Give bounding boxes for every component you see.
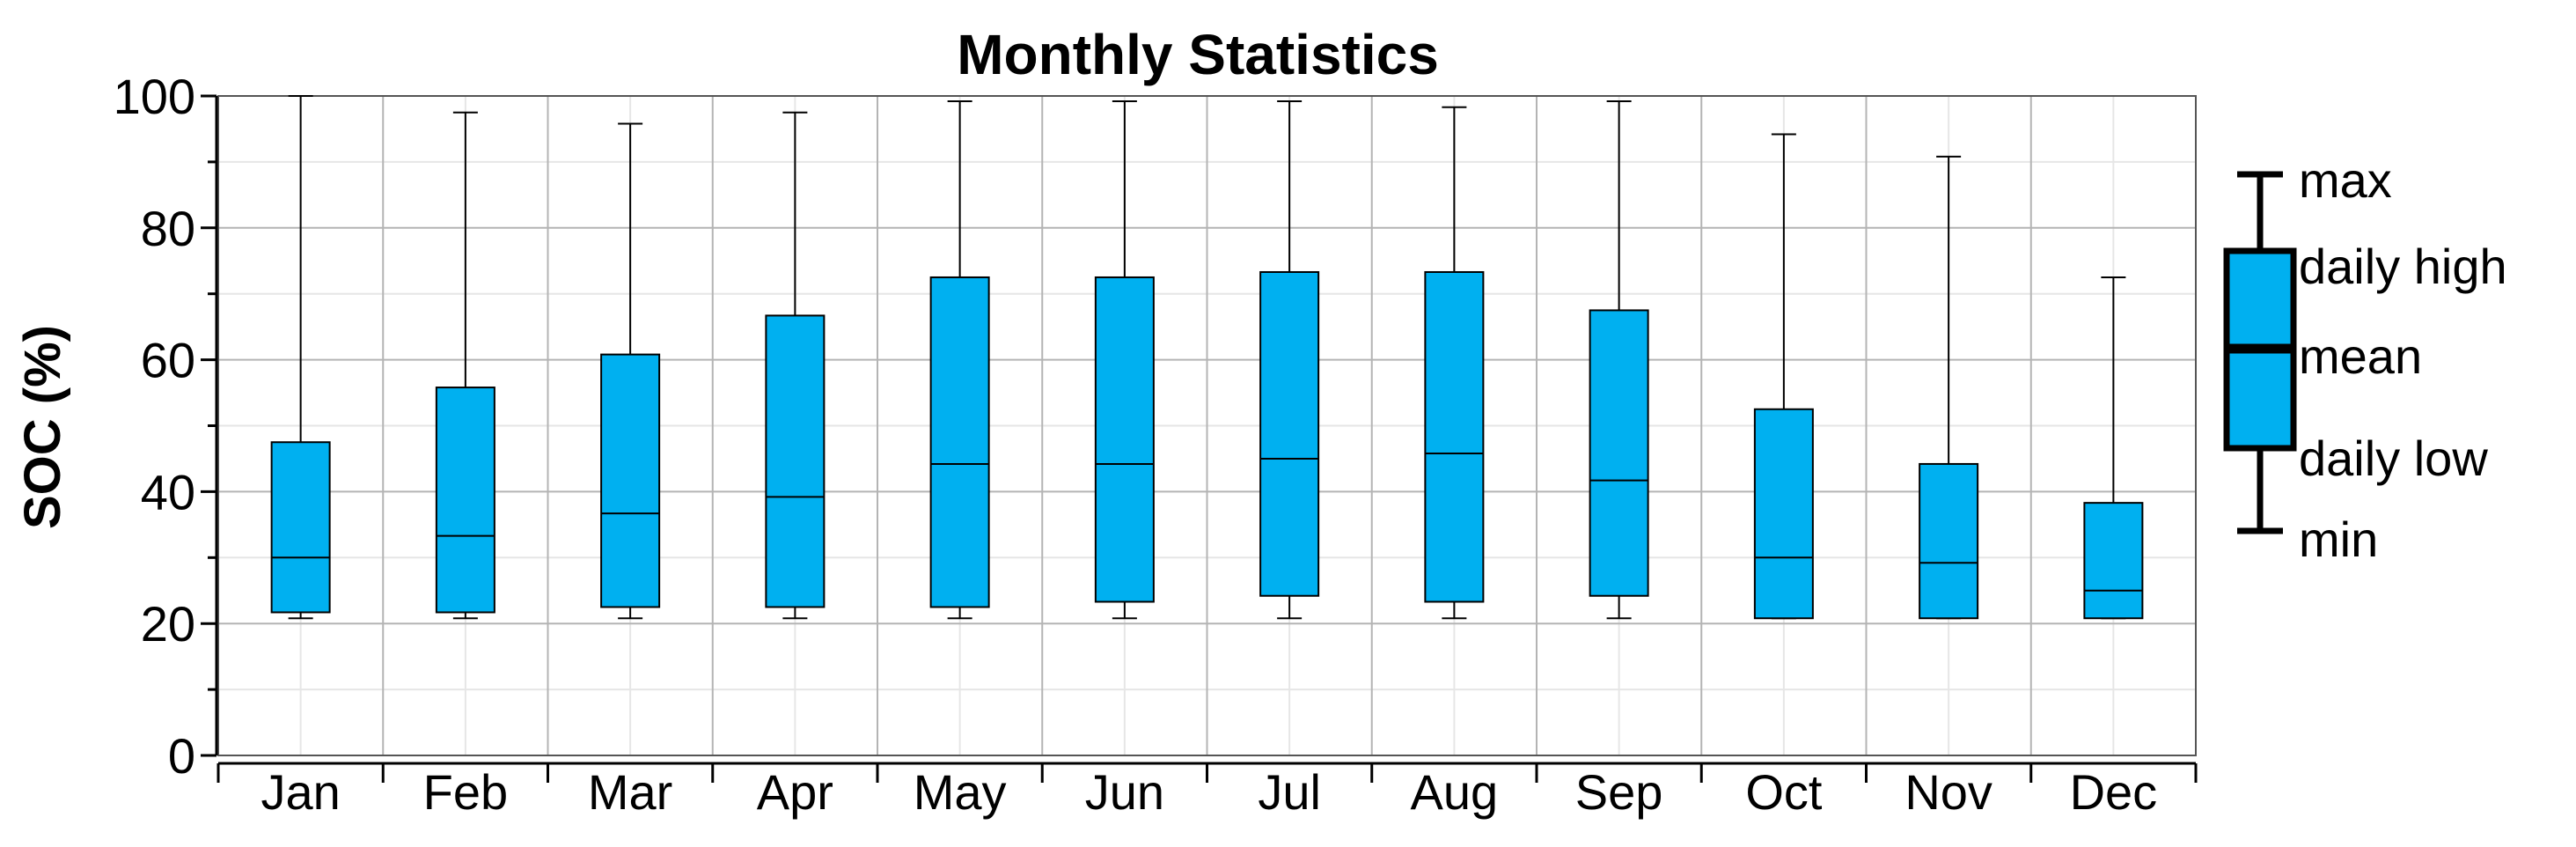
legend-label-max: max	[2299, 152, 2392, 208]
box	[1919, 462, 1979, 620]
x-tick-label: Apr	[757, 764, 833, 820]
y-tick-label: 0	[168, 728, 195, 784]
legend: max daily high mean daily low min	[2223, 152, 2507, 567]
plot-frame	[217, 95, 2197, 756]
box	[600, 353, 661, 608]
x-tick-label: Sep	[1575, 764, 1663, 820]
box	[2083, 502, 2144, 620]
x-tick-label: Jan	[261, 764, 340, 820]
y-tick-label: 100	[114, 69, 195, 124]
box	[1094, 276, 1155, 603]
box	[270, 441, 331, 614]
x-tick-label: Nov	[1904, 764, 1993, 820]
legend-label-min: min	[2299, 512, 2378, 567]
box	[1589, 309, 1649, 597]
plot-area: 0 20 40 60 80 100 Jan Feb Mar Apr May Jun Jul Aug Sep O…	[114, 69, 2198, 820]
box	[1424, 270, 1485, 603]
x-tick-label: Oct	[1745, 764, 1823, 820]
x-tick-label: Jul	[1258, 764, 1321, 820]
box	[765, 314, 826, 608]
legend-label-mean: mean	[2299, 328, 2422, 384]
y-axis-label: SOC (%)	[14, 325, 71, 529]
box	[435, 387, 495, 614]
box	[1259, 270, 1320, 597]
chart-title: Monthly Statistics	[957, 23, 1439, 86]
box	[1753, 408, 1814, 620]
x-tick-label: Aug	[1411, 764, 1499, 820]
box	[929, 276, 990, 608]
y-tick-label: 20	[141, 596, 195, 652]
y-tick-label: 80	[141, 201, 195, 256]
legend-label-daily-high: daily high	[2299, 239, 2507, 294]
x-tick-label: May	[914, 764, 1007, 820]
x-tick-label: Jun	[1085, 764, 1164, 820]
x-tick-label: Dec	[2070, 764, 2158, 820]
x-tick-label: Feb	[423, 764, 509, 820]
y-tick-label: 60	[141, 333, 195, 388]
x-tick-label: Mar	[588, 764, 672, 820]
legend-label-daily-low: daily low	[2299, 431, 2488, 486]
y-tick-label: 40	[141, 464, 195, 519]
